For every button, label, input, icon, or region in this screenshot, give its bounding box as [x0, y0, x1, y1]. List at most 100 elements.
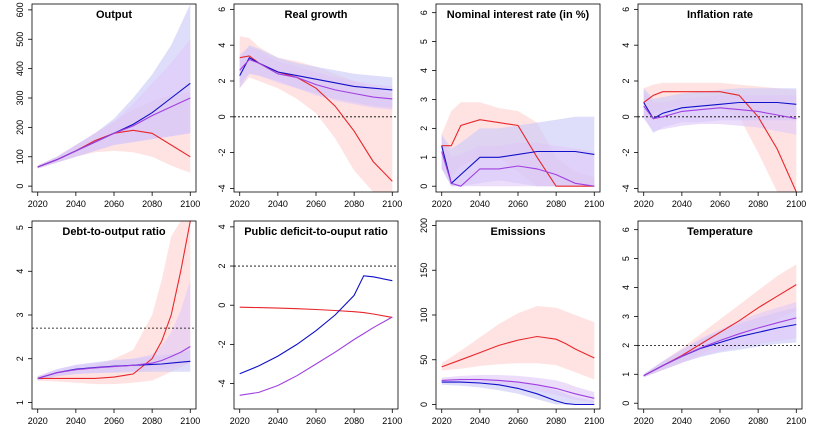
- x-tick-label: 2020: [28, 199, 48, 209]
- y-tick-label: 6: [621, 7, 631, 12]
- chart-panel-6: 2020 2040 2060 2080 2100 -4 -2 0 2 4 Public defici…: [217, 220, 402, 426]
- y-tick-label: 150: [419, 263, 429, 278]
- x-tick-label: 2040: [268, 199, 288, 209]
- y-tick-label: 0: [621, 401, 631, 406]
- chart-panel-2: 2020 2040 2060 2080 2100 -4 -2 0 2 4 6 Real growth: [217, 3, 402, 209]
- series-line-blue: [239, 275, 393, 375]
- x-tick-label: 2060: [306, 416, 326, 426]
- panel-title: Public deficit-to-ouput ratio: [244, 226, 388, 238]
- x-tick-label: 2020: [28, 416, 48, 426]
- band-purple: [37, 39, 191, 169]
- series-line-red: [239, 55, 393, 182]
- y-tick-label: 5: [419, 39, 429, 44]
- y-tick-label: 0: [621, 114, 631, 119]
- y-tick-label: 200: [419, 218, 429, 233]
- panel-title: Real growth: [285, 9, 348, 21]
- plot-frame: [233, 220, 399, 410]
- x-tick-label: 2080: [344, 416, 364, 426]
- x-tick-label: 2060: [104, 199, 124, 209]
- y-tick-label: 500: [15, 32, 25, 47]
- x-tick-label: 2040: [470, 199, 490, 209]
- x-tick-label: 2080: [748, 199, 768, 209]
- x-tick-label: 2060: [306, 199, 326, 209]
- chart-panel-5: 2020 2040 2060 2080 2100 1 2 3 4 5 Debt-to-output …: [15, 220, 200, 426]
- y-tick-label: 0: [419, 402, 429, 407]
- y-tick-label: 4: [419, 68, 429, 73]
- band-red: [239, 306, 393, 318]
- y-tick-label: -4: [621, 184, 631, 192]
- plot-area: [638, 82, 802, 192]
- y-tick-label: 600: [15, 2, 25, 17]
- series-line-purple: [37, 97, 191, 168]
- plot-area: [37, 4, 191, 173]
- series-line-blue: [239, 56, 393, 91]
- band-red: [643, 264, 797, 378]
- chart-panel-8: 2020 2040 2060 2080 2100 0 1 2 3 4 5 6 Temperature: [621, 220, 806, 426]
- x-tick-label: 2020: [634, 416, 654, 426]
- series-line-blue: [441, 145, 595, 185]
- series-line-purple: [239, 58, 393, 100]
- panel-title: Output: [96, 9, 132, 21]
- x-tick-label: 2080: [748, 416, 768, 426]
- series-line-purple: [441, 151, 595, 187]
- panel-title: Emissions: [490, 226, 545, 238]
- series-line-blue: [643, 101, 797, 120]
- y-tick-label: 6: [419, 10, 429, 15]
- y-tick-label: 4: [217, 224, 227, 229]
- x-tick-label: 2040: [268, 416, 288, 426]
- y-tick-label: 2: [621, 78, 631, 83]
- y-tick-label: 0: [15, 184, 25, 189]
- x-tick-label: 2040: [672, 199, 692, 209]
- y-tick-label: 2: [217, 264, 227, 269]
- x-tick-label: 2080: [142, 199, 162, 209]
- series-line-red: [441, 119, 595, 187]
- chart-panel-3: 2020 2040 2060 2080 2100 0 1 2 3 4 5 6 Nominal inter…: [419, 3, 604, 209]
- y-tick-label: -2: [217, 340, 227, 348]
- band-red: [37, 221, 191, 385]
- x-tick-label: 2020: [634, 199, 654, 209]
- series-line-red: [441, 335, 595, 368]
- x-tick-label: 2080: [546, 199, 566, 209]
- band-purple: [239, 316, 393, 396]
- x-tick-label: 2040: [470, 416, 490, 426]
- y-tick-label: 4: [621, 285, 631, 290]
- y-tick-label: 3: [15, 312, 25, 317]
- series-line-purple: [441, 378, 595, 399]
- band-blue: [239, 275, 393, 375]
- x-tick-label: 2020: [230, 199, 250, 209]
- x-tick-label: 2080: [142, 416, 162, 426]
- chart-panel-7: 2020 2040 2060 2080 2100 0 50 100 150 200 Emission…: [419, 218, 604, 426]
- plot-area: [638, 264, 802, 378]
- x-tick-label: 2060: [710, 199, 730, 209]
- x-tick-label: 2020: [432, 199, 452, 209]
- x-tick-label: 2080: [546, 416, 566, 426]
- y-tick-label: 2: [621, 343, 631, 348]
- series-line-purple: [37, 346, 191, 379]
- series-line-red: [239, 306, 393, 318]
- x-tick-label: 2100: [584, 416, 604, 426]
- y-tick-label: 100: [15, 149, 25, 164]
- panel-title: Debt-to-output ratio: [62, 226, 166, 238]
- x-tick-label: 2100: [584, 199, 604, 209]
- x-tick-label: 2100: [786, 416, 806, 426]
- y-tick-label: 0: [217, 303, 227, 308]
- series-line-purple: [643, 317, 797, 377]
- x-tick-label: 2060: [104, 416, 124, 426]
- y-tick-label: 3: [419, 97, 429, 102]
- y-tick-label: 0: [419, 184, 429, 189]
- y-tick-label: 1: [15, 400, 25, 405]
- chart-panel-4: 2020 2040 2060 2080 2100 -4 -2 0 2 4 6 Inflation ra…: [621, 3, 806, 209]
- x-tick-label: 2080: [344, 199, 364, 209]
- x-tick-label: 2100: [180, 199, 200, 209]
- y-tick-label: 2: [419, 126, 429, 131]
- y-tick-label: 1: [419, 155, 429, 160]
- series-line-blue: [441, 381, 595, 406]
- y-tick-label: 6: [217, 7, 227, 12]
- x-tick-label: 2060: [710, 416, 730, 426]
- x-tick-label: 2040: [66, 416, 86, 426]
- x-tick-label: 2100: [382, 199, 402, 209]
- x-tick-label: 2060: [508, 199, 528, 209]
- y-tick-label: -4: [217, 184, 227, 192]
- y-tick-label: -2: [621, 149, 631, 157]
